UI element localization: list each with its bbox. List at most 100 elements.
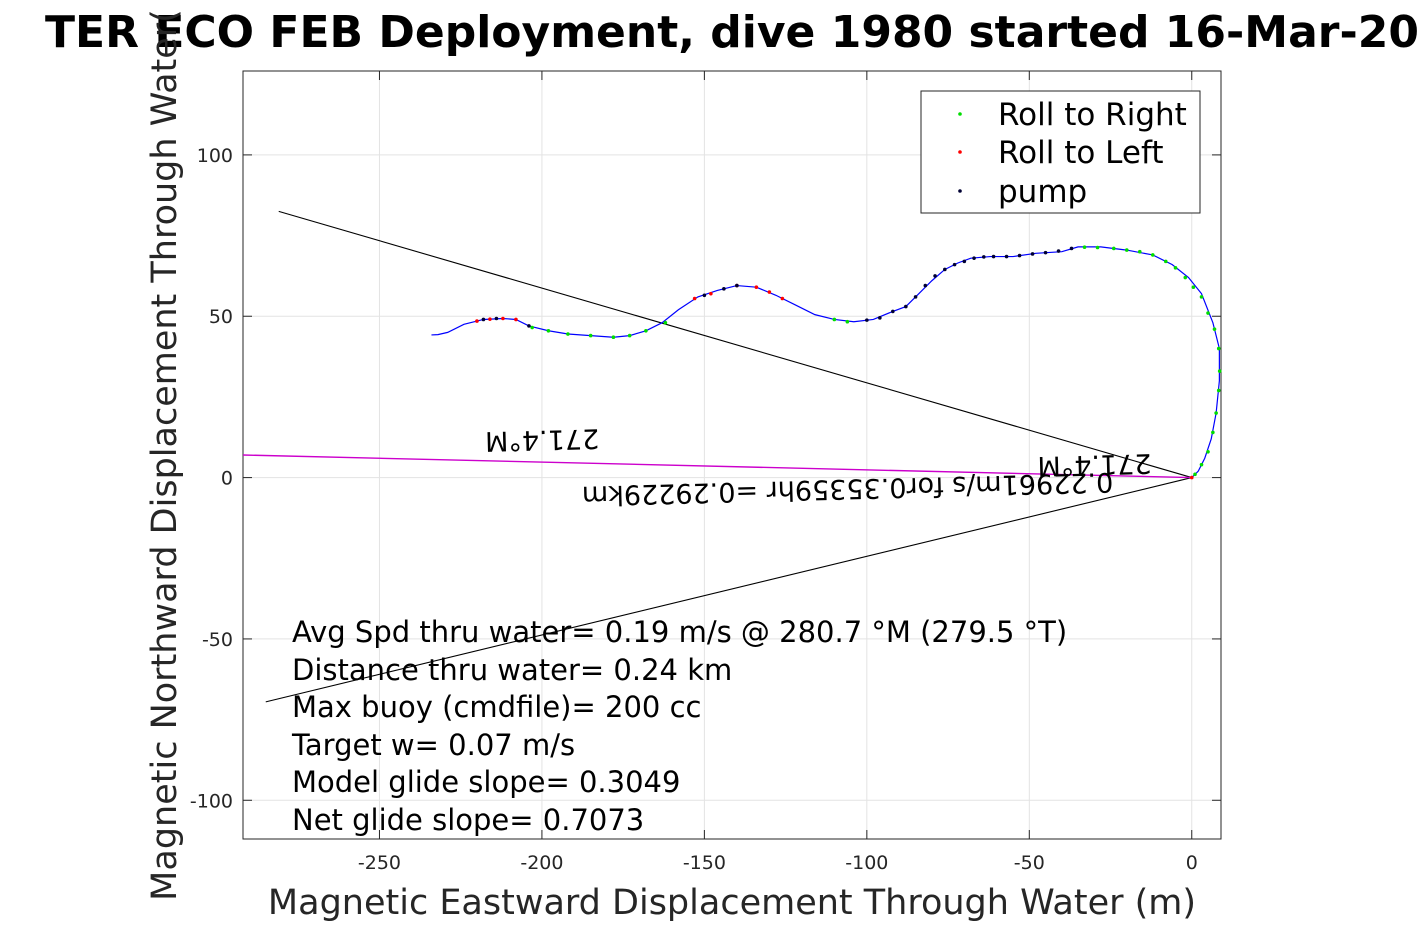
roll-right-point <box>1206 449 1210 454</box>
pump-point <box>1043 250 1048 255</box>
x-tick-label: -250 <box>358 852 401 874</box>
roll-right-point <box>832 317 837 322</box>
roll-right-point <box>546 328 551 333</box>
dive-track-line <box>431 246 1220 479</box>
roll-right-point <box>1193 472 1197 477</box>
roll-right-point <box>1191 285 1196 290</box>
roll-left-point <box>709 291 713 296</box>
x-tick-label: -50 <box>1014 852 1045 874</box>
pump-point <box>891 309 895 314</box>
roll-right-point <box>1173 266 1178 270</box>
roll-left-point <box>501 316 505 321</box>
roll-right-point <box>1183 275 1188 280</box>
roll-right-point <box>1095 245 1100 250</box>
roll-left-point <box>1189 475 1194 480</box>
pump-point <box>1069 246 1074 251</box>
roll-right-point <box>1163 259 1168 264</box>
chart-title: TER ECO FEB Deployment, dive 1980 starte… <box>45 7 1417 58</box>
legend-marker-pump <box>958 189 962 193</box>
heading-annotation: 271.4°M <box>1037 447 1152 481</box>
info-line-net-glide-slope: Net glide slope= 0.7073 <box>292 803 644 837</box>
roll-right-point <box>1082 245 1087 249</box>
pump-point <box>1017 253 1022 258</box>
roll-right-point <box>1211 430 1215 435</box>
roll-right-point <box>845 319 850 324</box>
heading-annotation: 0.22961m/s for0.35359hr =0.29229km <box>582 466 1114 511</box>
pump-point <box>913 295 918 299</box>
pump-point <box>982 255 986 259</box>
x-tick-label: -100 <box>845 852 888 874</box>
roll-left-point <box>780 296 785 301</box>
legend-marker-roll-right <box>958 112 962 116</box>
pump-point <box>722 287 726 291</box>
roll-left-point <box>692 296 697 301</box>
y-tick-label: 0 <box>221 468 233 490</box>
pump-point <box>933 274 937 278</box>
legend-marker-roll-left <box>958 150 962 154</box>
pump-point <box>494 316 499 321</box>
roll-right-point <box>1216 346 1221 351</box>
roll-right-point <box>1206 311 1210 315</box>
roll-right-point <box>1214 411 1218 415</box>
y-tick-label: 50 <box>209 306 233 328</box>
roll-right-point <box>627 333 632 338</box>
roll-right-point <box>588 333 593 338</box>
legend-label-roll-right: Roll to Right <box>998 97 1187 133</box>
roll-right-point <box>566 332 570 336</box>
info-line-distance: Distance thru water= 0.24 km <box>292 653 732 687</box>
info-line-avg-speed: Avg Spd thru water= 0.19 m/s @ 280.7 °M … <box>292 615 1067 649</box>
pump-point <box>991 254 996 259</box>
roll-points <box>475 245 1222 480</box>
legend: Roll to Right Roll to Left pump <box>920 90 1201 214</box>
legend-label-roll-left: Roll to Left <box>998 135 1164 171</box>
dive-track <box>431 246 1220 479</box>
roll-left-point <box>475 319 479 323</box>
roll-right-point <box>644 328 648 333</box>
pump-point <box>943 267 947 272</box>
reference-lines <box>242 210 1192 703</box>
legend-box <box>920 90 1201 214</box>
roll-right-point <box>1199 295 1204 299</box>
current-displacement-line <box>242 454 1192 479</box>
info-line-model-glide-slope: Model glide slope= 0.3049 <box>292 765 680 799</box>
roll-right-point <box>1217 369 1222 373</box>
roll-right-point <box>530 325 534 330</box>
pump-point <box>1004 254 1009 259</box>
pump-point <box>923 283 928 288</box>
pump-point <box>702 293 707 298</box>
axis-ticks: -250 -200 -150 -100 -50 0 -100 -50 0 50 100 <box>190 71 1221 874</box>
heading-reference-line <box>278 210 1192 479</box>
pump-point <box>527 324 531 328</box>
pump-point <box>865 318 869 322</box>
roll-right-point <box>1124 248 1129 252</box>
roll-right-point <box>663 320 668 325</box>
roll-right-point <box>1216 388 1221 393</box>
roll-left-point <box>754 285 759 290</box>
y-tick-label: -100 <box>190 790 233 812</box>
x-tick-label: 0 <box>1186 852 1198 874</box>
heading-reference-line <box>265 477 1192 703</box>
y-tick-label: 100 <box>197 145 233 167</box>
pump-point <box>952 262 957 267</box>
pump-point <box>735 283 739 288</box>
y-axis-label: Magnetic Northward Displacement Through … <box>145 9 185 901</box>
pump-point <box>878 316 882 320</box>
info-line-target-w: Target w= 0.07 m/s <box>291 728 575 762</box>
info-line-max-buoy: Max buoy (cmdfile)= 200 cc <box>292 690 701 724</box>
roll-left-point <box>488 317 492 321</box>
pump-point <box>1030 252 1035 256</box>
roll-right-point <box>1199 462 1204 467</box>
roll-left-point <box>514 317 518 322</box>
pump-point <box>481 317 486 322</box>
roll-right-point <box>1150 253 1155 257</box>
pump-point <box>904 304 908 309</box>
roll-right-point <box>1111 246 1116 251</box>
roll-right-point <box>1212 327 1217 331</box>
heading-annotation: 271.4°M <box>485 422 600 456</box>
y-tick-label: -50 <box>202 629 233 651</box>
pump-point <box>962 259 967 264</box>
dive-info-text: Avg Spd thru water= 0.19 m/s @ 280.7 °M … <box>291 615 1067 837</box>
x-tick-label: -150 <box>683 852 726 874</box>
x-axis-label: Magnetic Eastward Displacement Through W… <box>268 883 1196 923</box>
